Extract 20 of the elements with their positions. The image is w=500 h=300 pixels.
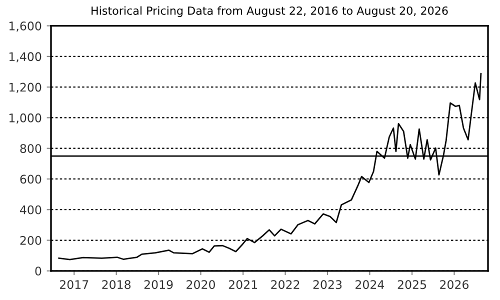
x-tick-label: 2020 (186, 280, 215, 290)
y-tick-label: 0 (35, 266, 42, 276)
y-tick-label: 400 (20, 205, 42, 214)
x-tick-label: 2026 (440, 280, 469, 290)
y-tick-label: 200 (20, 236, 42, 245)
x-tick-label: 2023 (313, 280, 342, 290)
y-tick-label: 1,400 (9, 52, 42, 62)
x-tick-label: 2022 (271, 280, 300, 290)
x-tick-label: 2024 (356, 280, 384, 290)
x-tick-label: 2025 (398, 280, 426, 290)
x-tick-label: 2018 (102, 280, 131, 290)
x-tick-label: 2021 (228, 280, 258, 290)
y-tick-label: 1,000 (9, 113, 42, 124)
x-tick-label: 2019 (144, 280, 173, 290)
y-tick-label: 1,600 (9, 22, 42, 32)
y-tick-label: 600 (20, 174, 42, 184)
y-tick-label: 800 (20, 144, 42, 154)
chart-title: Historical Pricing Data from August 22, 2016 to August 20, 2026 (92, 6, 448, 17)
x-tick-label: 2017 (60, 280, 88, 290)
y-tick-label: 1,200 (9, 82, 42, 93)
